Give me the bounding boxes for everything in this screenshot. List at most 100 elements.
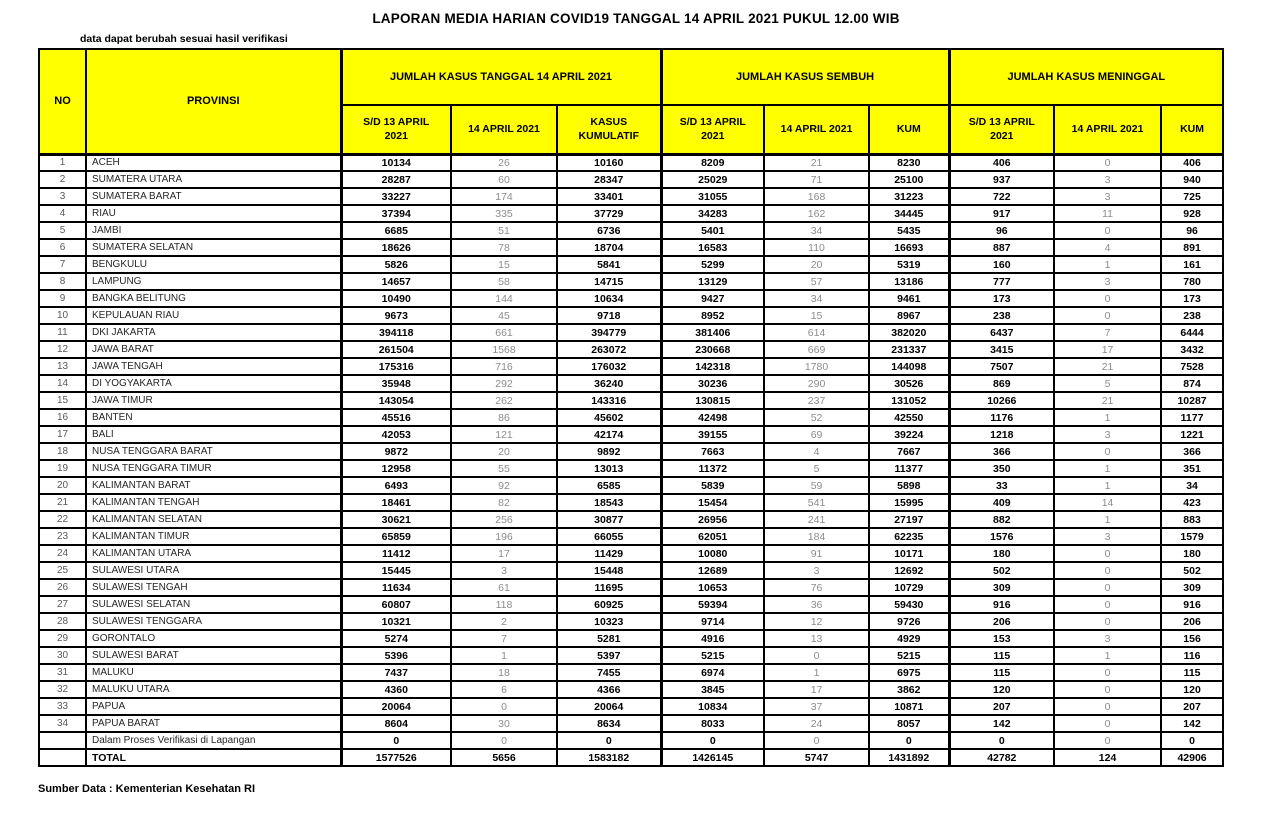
province-name: RIAU [85, 204, 342, 223]
table-row: 30 SULAWESI BARAT 5396 1 5397 5215 0 5215 115 1 11… [38, 646, 1225, 665]
cell-sembuh-kum: 10729 [868, 578, 951, 597]
cell-meninggal-sd13: 406 [947, 153, 1056, 172]
cell-sembuh-sd13: 7663 [659, 442, 766, 461]
cell-sembuh-kum: 3862 [868, 680, 951, 699]
cell-kasus-sd13: 1577526 [339, 748, 452, 767]
cell-meninggal-14apr: 0 [1053, 680, 1163, 699]
subheader-meninggal-sd13: S/D 13 APRIL 2021 [947, 104, 1056, 155]
cell-kasus-kum: 14715 [555, 272, 663, 291]
cell-sembuh-sd13: 5215 [659, 646, 766, 665]
cell-kasus-kum: 33401 [555, 187, 663, 206]
cell-kasus-kum: 5841 [555, 255, 663, 274]
cell-kasus-14apr: 30 [450, 714, 558, 733]
cell-sembuh-14apr: 184 [763, 527, 871, 546]
cell-sembuh-sd13: 42498 [659, 408, 766, 427]
cell-meninggal-sd13: 309 [947, 578, 1056, 597]
cell-meninggal-kum: 366 [1160, 442, 1225, 461]
row-number: 5 [38, 221, 87, 240]
cell-kasus-sd13: 143054 [339, 391, 452, 410]
cell-meninggal-kum: 1221 [1160, 425, 1225, 444]
cell-kasus-14apr: 144 [450, 289, 558, 308]
cell-kasus-kum: 10323 [555, 612, 663, 631]
cell-sembuh-kum: 12692 [868, 561, 951, 580]
cell-meninggal-kum: 115 [1160, 663, 1225, 682]
cell-meninggal-14apr: 0 [1053, 612, 1163, 631]
table-row: 25 SULAWESI UTARA 15445 3 15448 12689 3 12692 50… [38, 561, 1225, 580]
cell-sembuh-14apr: 37 [763, 697, 871, 716]
table-row: 3 SUMATERA BARAT 33227 174 33401 31055 168 3122… [38, 187, 1225, 206]
cell-sembuh-sd13: 130815 [659, 391, 766, 410]
cell-kasus-sd13: 7437 [339, 663, 452, 682]
cell-kasus-kum: 176032 [555, 357, 663, 376]
cell-meninggal-14apr: 3 [1053, 425, 1163, 444]
cell-sembuh-sd13: 15454 [659, 493, 766, 512]
header-group-sembuh: JUMLAH KASUS SEMBUH [659, 48, 951, 106]
cell-sembuh-sd13: 6974 [659, 663, 766, 682]
province-name: PAPUA [85, 697, 342, 716]
cell-kasus-sd13: 11412 [339, 544, 452, 563]
table-row: 32 MALUKU UTARA 4360 6 4366 3845 17 3862 120 0 120 [38, 680, 1225, 699]
cell-meninggal-sd13: 115 [947, 663, 1056, 682]
province-name: BENGKULU [85, 255, 342, 274]
table-row: 34 PAPUA BARAT 8604 30 8634 8033 24 8057 142 0 142 [38, 714, 1225, 733]
cell-meninggal-14apr: 1 [1053, 646, 1163, 665]
table-row: 8 LAMPUNG 14657 58 14715 13129 57 13186 777 3 780 [38, 272, 1225, 291]
cell-kasus-sd13: 65859 [339, 527, 452, 546]
cell-meninggal-sd13: 1218 [947, 425, 1056, 444]
table-body: 1 ACEH 10134 26 10160 8209 21 8230 406 0 406 2 SUMAT… [38, 153, 1225, 767]
cell-kasus-14apr: 196 [450, 527, 558, 546]
cell-meninggal-sd13: 42782 [947, 748, 1056, 767]
cell-kasus-14apr: 17 [450, 544, 558, 563]
cell-meninggal-kum: 6444 [1160, 323, 1225, 342]
cell-meninggal-14apr: 0 [1053, 153, 1163, 172]
cell-kasus-kum: 7455 [555, 663, 663, 682]
cell-meninggal-14apr: 0 [1053, 221, 1163, 240]
cell-sembuh-kum: 62235 [868, 527, 951, 546]
cell-kasus-14apr: 82 [450, 493, 558, 512]
row-number: 7 [38, 255, 87, 274]
cell-kasus-sd13: 28287 [339, 170, 452, 189]
cell-sembuh-kum: 131052 [868, 391, 951, 410]
cell-sembuh-kum: 34445 [868, 204, 951, 223]
cell-sembuh-14apr: 52 [763, 408, 871, 427]
table-row: 4 RIAU 37394 335 37729 34283 162 34445 917 11 928 [38, 204, 1225, 223]
cell-meninggal-14apr: 0 [1053, 595, 1163, 614]
cell-kasus-kum: 18704 [555, 238, 663, 257]
cell-sembuh-kum: 10871 [868, 697, 951, 716]
cell-meninggal-14apr: 1 [1053, 255, 1163, 274]
table-row: 23 KALIMANTAN TIMUR 65859 196 66055 62051 184 6… [38, 527, 1225, 546]
row-number: 8 [38, 272, 87, 291]
cell-meninggal-sd13: 153 [947, 629, 1056, 648]
cell-kasus-14apr: 0 [450, 731, 558, 750]
cell-sembuh-14apr: 168 [763, 187, 871, 206]
cell-sembuh-14apr: 91 [763, 544, 871, 563]
cell-kasus-14apr: 92 [450, 476, 558, 495]
province-name: LAMPUNG [85, 272, 342, 291]
cell-kasus-sd13: 9872 [339, 442, 452, 461]
row-number: 12 [38, 340, 87, 359]
cell-sembuh-sd13: 25029 [659, 170, 766, 189]
province-name: SUMATERA BARAT [85, 187, 342, 206]
cell-meninggal-14apr: 21 [1053, 357, 1163, 376]
cell-meninggal-14apr: 21 [1053, 391, 1163, 410]
cell-sembuh-kum: 27197 [868, 510, 951, 529]
cell-meninggal-sd13: 350 [947, 459, 1056, 478]
cell-meninggal-sd13: 1176 [947, 408, 1056, 427]
cell-meninggal-sd13: 869 [947, 374, 1056, 393]
cell-kasus-kum: 6585 [555, 476, 663, 495]
cell-meninggal-kum: 883 [1160, 510, 1225, 529]
cell-sembuh-14apr: 162 [763, 204, 871, 223]
cell-meninggal-sd13: 96 [947, 221, 1056, 240]
table-row: 28 SULAWESI TENGGARA 10321 2 10323 9714 12 9726… [38, 612, 1225, 631]
cell-sembuh-sd13: 5299 [659, 255, 766, 274]
row-number: 27 [38, 595, 87, 614]
cell-sembuh-14apr: 34 [763, 221, 871, 240]
cell-kasus-kum: 20064 [555, 697, 663, 716]
table-row: 26 SULAWESI TENGAH 11634 61 11695 10653 76 1072… [38, 578, 1225, 597]
cell-meninggal-sd13: 160 [947, 255, 1056, 274]
cell-meninggal-sd13: 120 [947, 680, 1056, 699]
cell-sembuh-14apr: 1 [763, 663, 871, 682]
verification-note: data dapat berubah sesuai hasil verifika… [80, 33, 288, 45]
row-number [38, 731, 87, 750]
cell-kasus-kum: 15448 [555, 561, 663, 580]
